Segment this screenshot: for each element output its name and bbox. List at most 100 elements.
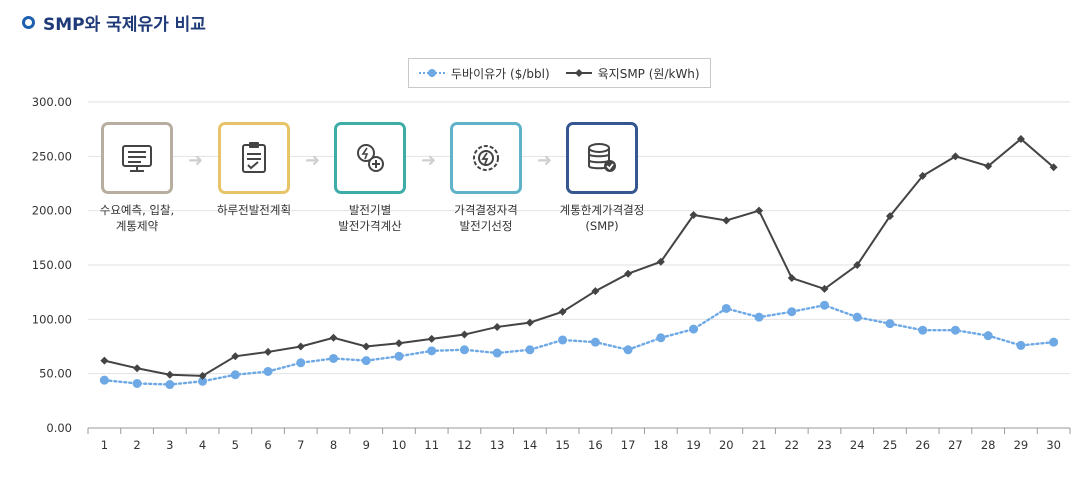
- data-point-smp: [918, 171, 927, 180]
- data-point-smp: [133, 364, 142, 373]
- data-point-smp: [296, 342, 305, 351]
- data-point-dubai: [230, 370, 240, 380]
- data-point-smp: [427, 334, 436, 343]
- heading-title: SMP와 국제유가 비교: [43, 15, 206, 35]
- data-point-smp: [329, 333, 338, 342]
- data-point-dubai: [885, 319, 895, 329]
- x-tick-label: 23: [817, 438, 832, 452]
- legend-label-smp: 육지SMP (원/kWh): [597, 66, 700, 81]
- y-tick-label: 50.00: [39, 367, 72, 381]
- x-tick-label: 8: [330, 438, 337, 452]
- process-label-line2: 발전기선정: [459, 219, 513, 233]
- data-point-dubai: [787, 307, 797, 317]
- process-label-line2: (SMP): [585, 219, 619, 233]
- data-point-dubai: [459, 345, 469, 355]
- data-point-dubai: [950, 325, 960, 335]
- data-point-dubai: [361, 356, 371, 366]
- process-label-line1: 수요예측, 입찰,: [99, 203, 175, 217]
- data-point-dubai: [427, 346, 437, 356]
- data-point-dubai: [263, 366, 273, 376]
- data-point-dubai: [623, 345, 633, 355]
- series-line-smp: [104, 137, 1055, 377]
- x-tick-label: 3: [166, 438, 173, 452]
- process-step-price-calc: 발전기별 발전가격계산: [322, 122, 418, 234]
- data-point-smp: [1049, 163, 1058, 172]
- gear-bolt-icon: [473, 145, 499, 171]
- legend-item-dubai: 두바이유가 ($/bbl): [419, 65, 550, 82]
- chevron-right-icon: ➜: [537, 150, 553, 171]
- data-point-dubai: [852, 312, 862, 322]
- data-point-smp: [624, 269, 633, 278]
- y-tick-label: 150.00: [32, 258, 72, 272]
- x-tick-label: 14: [523, 438, 538, 452]
- data-point-smp: [558, 307, 567, 316]
- coin-plus-icon: [357, 144, 384, 172]
- data-point-dubai: [656, 333, 666, 343]
- bullet-ring-icon: [22, 16, 35, 29]
- process-step-qualify: 가격결정자격 발전기선정: [438, 122, 534, 234]
- process-label-line1: 계통한계가격결정: [559, 203, 645, 217]
- x-tick-label: 26: [915, 438, 930, 452]
- x-tick-label: 22: [784, 438, 799, 452]
- data-point-smp: [853, 261, 862, 269]
- process-label-line2: 발전가격계산: [338, 219, 402, 233]
- data-point-dubai: [590, 337, 600, 347]
- process-box: [101, 122, 173, 194]
- data-point-smp: [198, 371, 207, 380]
- database-check-icon: [588, 143, 616, 172]
- data-point-dubai: [525, 345, 535, 355]
- data-point-smp: [165, 370, 174, 379]
- data-point-smp: [820, 284, 829, 293]
- x-tick-label: 13: [490, 438, 505, 452]
- solid-line-marker-icon: [565, 69, 592, 77]
- x-tick-label: 2: [133, 438, 140, 452]
- process-label-line1: 가격결정자격: [454, 203, 518, 217]
- process-box: [566, 122, 638, 194]
- data-point-dubai: [492, 348, 502, 358]
- process-box: [450, 122, 522, 194]
- x-tick-label: 24: [850, 438, 865, 452]
- data-point-smp: [689, 211, 698, 220]
- chevron-right-icon: ➜: [421, 150, 437, 171]
- x-tick-label: 20: [719, 438, 734, 452]
- process-step-smp: 계통한계가격결정 (SMP): [554, 122, 650, 234]
- process-step-demand: 수요예측, 입찰, 계통제약: [89, 122, 185, 234]
- x-tick-label: 18: [654, 438, 669, 452]
- data-point-smp: [264, 347, 273, 356]
- data-point-dubai: [1049, 337, 1059, 347]
- x-tick-label: 30: [1046, 438, 1061, 452]
- data-point-dubai: [132, 378, 142, 388]
- x-tick-label: 27: [948, 438, 963, 452]
- monitor-icon: [122, 145, 152, 172]
- data-point-dubai: [165, 380, 175, 390]
- chevron-right-icon: ➜: [188, 150, 204, 171]
- data-point-smp: [984, 162, 993, 171]
- dotted-line-marker-icon: [419, 69, 445, 77]
- process-label-line2: 계통제약: [115, 219, 159, 233]
- x-tick-label: 9: [363, 438, 370, 452]
- x-tick-label: 16: [588, 438, 603, 452]
- process-label-line1: 하루전발전계획: [216, 203, 292, 217]
- process-label-line1: 발전기별: [348, 203, 392, 217]
- data-point-dubai: [394, 351, 404, 361]
- data-point-smp: [231, 352, 240, 361]
- x-tick-label: 29: [1014, 438, 1029, 452]
- y-tick-label: 0.00: [46, 421, 72, 435]
- data-point-dubai: [296, 358, 306, 368]
- data-point-smp: [394, 339, 403, 348]
- data-point-dubai: [198, 376, 208, 386]
- x-tick-label: 6: [264, 438, 271, 452]
- x-tick-label: 17: [621, 438, 636, 452]
- x-tick-label: 12: [457, 438, 472, 452]
- data-point-dubai: [1016, 340, 1026, 350]
- data-point-smp: [591, 287, 600, 296]
- data-point-dubai: [754, 312, 764, 322]
- data-point-dubai: [983, 331, 993, 341]
- data-point-dubai: [820, 300, 829, 310]
- data-point-smp: [656, 257, 665, 266]
- legend-item-smp: 육지SMP (원/kWh): [565, 65, 700, 82]
- x-tick-label: 5: [232, 438, 239, 452]
- data-point-smp: [722, 216, 731, 225]
